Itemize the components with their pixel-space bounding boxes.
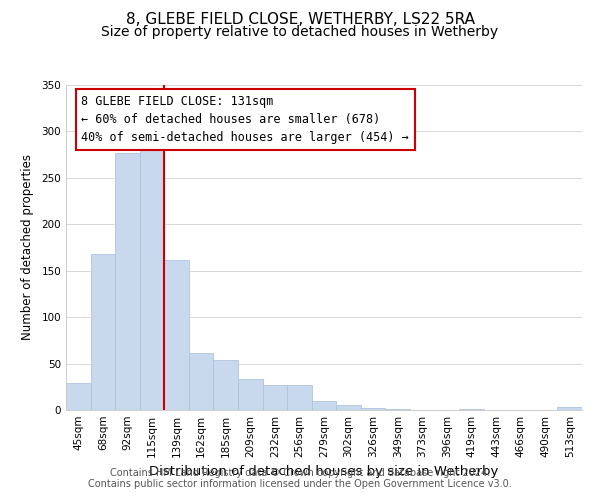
Bar <box>91 254 115 410</box>
Bar <box>238 380 263 410</box>
Text: Contains HM Land Registry data © Crown copyright and database right 2024.: Contains HM Land Registry data © Crown c… <box>110 468 490 477</box>
Bar <box>189 354 214 410</box>
Bar <box>263 385 287 410</box>
Bar <box>557 407 582 410</box>
Bar <box>336 406 361 410</box>
Bar <box>115 153 140 410</box>
Bar <box>140 140 164 410</box>
Y-axis label: Number of detached properties: Number of detached properties <box>22 154 34 340</box>
Text: 8 GLEBE FIELD CLOSE: 131sqm
← 60% of detached houses are smaller (678)
40% of se: 8 GLEBE FIELD CLOSE: 131sqm ← 60% of det… <box>82 94 409 144</box>
Bar <box>361 408 385 410</box>
X-axis label: Distribution of detached houses by size in Wetherby: Distribution of detached houses by size … <box>149 466 499 478</box>
Text: Size of property relative to detached houses in Wetherby: Size of property relative to detached ho… <box>101 25 499 39</box>
Text: Contains public sector information licensed under the Open Government Licence v3: Contains public sector information licen… <box>88 479 512 489</box>
Bar <box>164 260 189 410</box>
Bar <box>287 385 312 410</box>
Text: 8, GLEBE FIELD CLOSE, WETHERBY, LS22 5RA: 8, GLEBE FIELD CLOSE, WETHERBY, LS22 5RA <box>125 12 475 28</box>
Bar <box>312 400 336 410</box>
Bar <box>66 383 91 410</box>
Bar <box>459 409 484 410</box>
Bar <box>385 409 410 410</box>
Bar <box>214 360 238 410</box>
